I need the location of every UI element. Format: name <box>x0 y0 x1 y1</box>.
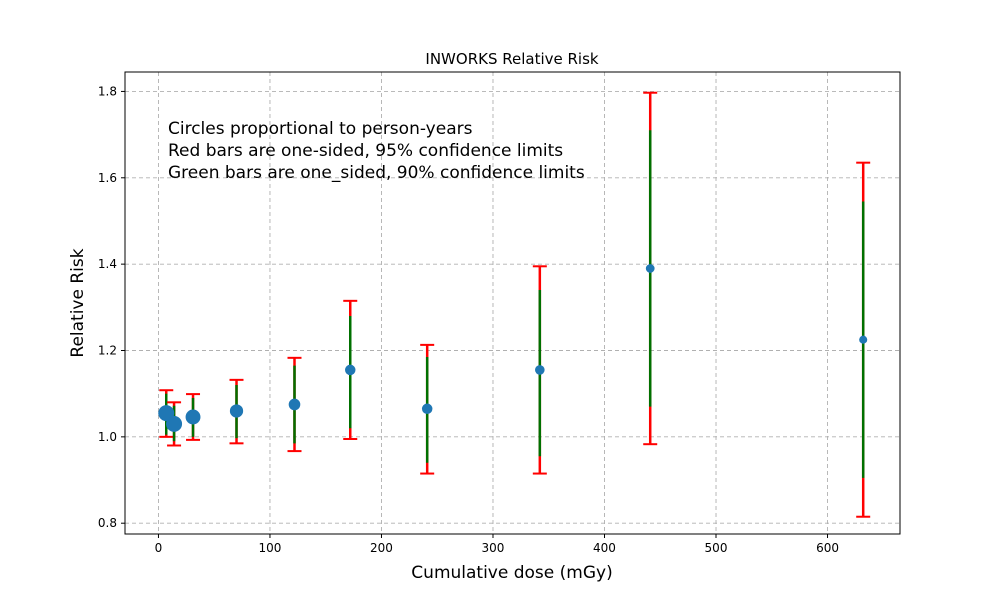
y-tick-label: 1.6 <box>98 171 117 185</box>
relative-risk-point <box>166 415 183 432</box>
x-tick-label: 600 <box>816 541 839 555</box>
relative-risk-point <box>185 409 201 425</box>
data-points <box>158 264 868 432</box>
annotation-line-3: Green bars are one_sided, 90% confidence… <box>168 163 585 183</box>
y-axis-label: Relative Risk <box>68 248 88 357</box>
relative-risk-point <box>229 404 244 418</box>
relative-risk-point <box>859 335 868 344</box>
relative-risk-point <box>421 403 433 415</box>
grid <box>125 72 900 534</box>
plot-frame <box>124 71 901 535</box>
y-tick-label: 1.2 <box>98 343 117 357</box>
relative-risk-point <box>288 398 301 411</box>
relative-risk-point <box>345 364 356 376</box>
relative-risk-point <box>535 365 545 375</box>
y-tick-label: 1.0 <box>98 430 117 444</box>
x-axis-label: Cumulative dose (mGy) <box>411 563 612 583</box>
y-tick-label: 1.4 <box>98 257 117 271</box>
y-tick-label: 0.8 <box>98 516 117 530</box>
y-axis-ticks: 0.8 1.0 1.2 1.4 1.6 1.8 <box>98 84 125 530</box>
y-tick-label: 1.8 <box>98 84 117 98</box>
annotation-line-2: Red bars are one-sided, 95% confidence l… <box>168 141 563 161</box>
x-tick-label: 500 <box>705 541 728 555</box>
x-tick-label: 0 <box>155 541 163 555</box>
x-tick-label: 100 <box>259 541 282 555</box>
x-axis-ticks: 0 100 200 300 400 500 600 <box>155 534 839 555</box>
x-tick-label: 200 <box>370 541 393 555</box>
x-tick-label: 400 <box>593 541 616 555</box>
chart-title: INWORKS Relative Risk <box>425 50 598 68</box>
annotation-line-1: Circles proportional to person-years <box>168 119 473 139</box>
relative-risk-point <box>645 264 655 273</box>
x-tick-label: 300 <box>482 541 505 555</box>
